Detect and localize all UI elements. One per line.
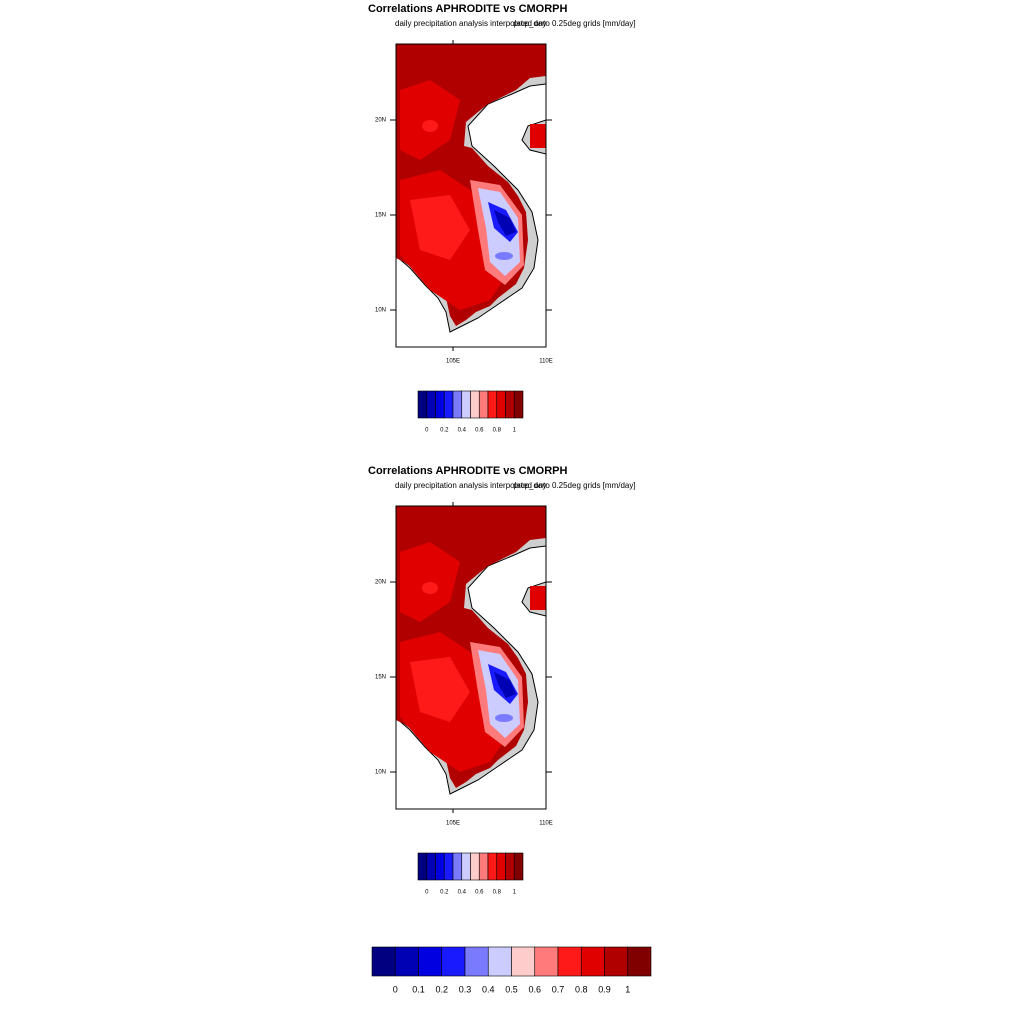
colorbar-box — [470, 852, 480, 881]
lat-label: 20N — [375, 118, 386, 124]
colorbar-label: 0.6 — [475, 428, 484, 434]
colorbar-box — [435, 390, 445, 419]
lon-label: 105E — [446, 359, 460, 365]
panel-subtitle: daily precipitation analysis interpolate… — [395, 19, 636, 28]
colorbar-box — [478, 390, 489, 419]
colorbar-box — [487, 852, 498, 881]
panel-overlay: prcp_day — [514, 481, 547, 490]
colorbar-box — [464, 946, 489, 977]
map-panel: Correlations APHRODITE vs CMORPH daily pr… — [368, 465, 636, 896]
panel-overlay: prcp_day — [514, 19, 547, 28]
lon-label: 110E — [539, 359, 553, 365]
colorbar-box — [443, 852, 454, 881]
lat-label: 10N — [375, 308, 386, 314]
colorbar-box — [513, 390, 524, 419]
colorbar-label: 0.4 — [482, 984, 495, 994]
colorbar-label: 0.7 — [552, 984, 565, 994]
colorbar-label: 0.2 — [440, 890, 449, 896]
colorbar-label: 0 — [393, 984, 398, 994]
panel-subtitle: daily precipitation analysis interpolate… — [395, 481, 636, 490]
colorbar-label: 0.8 — [493, 428, 502, 434]
map — [390, 40, 552, 351]
colorbar-box — [418, 946, 443, 977]
colorbar-box — [470, 390, 480, 419]
lon-label: 110E — [539, 821, 553, 827]
colorbar-label: 0.1 — [412, 984, 425, 994]
colorbar-label: 1 — [513, 428, 517, 434]
colorbar-label: 0.8 — [575, 984, 588, 994]
colorbar-label: 0.5 — [505, 984, 518, 994]
colorbar-label: 0.2 — [440, 428, 449, 434]
colorbar-box — [394, 946, 419, 977]
colorbar-box — [452, 852, 463, 881]
colorbar-box — [417, 852, 428, 881]
lon-label: 105E — [446, 821, 460, 827]
colorbar-box — [511, 946, 536, 977]
colorbar-box — [435, 852, 445, 881]
colorbar-box — [426, 852, 436, 881]
colorbar-box — [443, 390, 454, 419]
colorbar-box — [627, 946, 652, 977]
colorbar-label: 0.9 — [598, 984, 611, 994]
colorbar-label: 0.4 — [458, 890, 467, 896]
colorbar-box — [534, 946, 559, 977]
colorbar-label: 1 — [513, 890, 517, 896]
colorbar-box — [580, 946, 605, 977]
colorbar-label: 1 — [625, 984, 630, 994]
lat-label: 20N — [375, 580, 386, 586]
lat-label: 10N — [375, 770, 386, 776]
panel-title: Correlations APHRODITE vs CMORPH — [368, 3, 568, 15]
colorbar-box — [604, 946, 629, 977]
colorbar-box — [513, 852, 524, 881]
colorbar-box — [478, 852, 489, 881]
colorbar-box — [487, 390, 498, 419]
colorbar-box — [496, 852, 506, 881]
colorbar-box — [496, 390, 506, 419]
colorbar-box — [426, 390, 436, 419]
panel-title: Correlations APHRODITE vs CMORPH — [368, 465, 568, 477]
colorbar-label: 0.2 — [435, 984, 448, 994]
colorbar-box — [461, 852, 471, 881]
lat-label: 15N — [375, 675, 386, 681]
colorbar-box — [371, 946, 396, 977]
colorbar-box — [461, 390, 471, 419]
lat-label: 15N — [375, 213, 386, 219]
colorbar-label: 0.4 — [458, 428, 467, 434]
colorbar-box — [505, 390, 515, 419]
colorbar-label: 0.6 — [528, 984, 541, 994]
colorbar-box — [487, 946, 512, 977]
colorbar-box — [441, 946, 466, 977]
map-panel: Correlations APHRODITE vs CMORPH daily pr… — [368, 3, 636, 434]
map — [390, 502, 552, 813]
colorbar-label: 0 — [425, 890, 429, 896]
colorbar-box — [417, 390, 428, 419]
colorbar-box — [557, 946, 582, 977]
colorbar-label: 0 — [425, 428, 429, 434]
colorbar-label: 0.3 — [459, 984, 472, 994]
colorbar-label: 0.6 — [475, 890, 484, 896]
colorbar-label: 0.8 — [493, 890, 502, 896]
colorbar-box — [452, 390, 463, 419]
colorbar-box — [505, 852, 515, 881]
